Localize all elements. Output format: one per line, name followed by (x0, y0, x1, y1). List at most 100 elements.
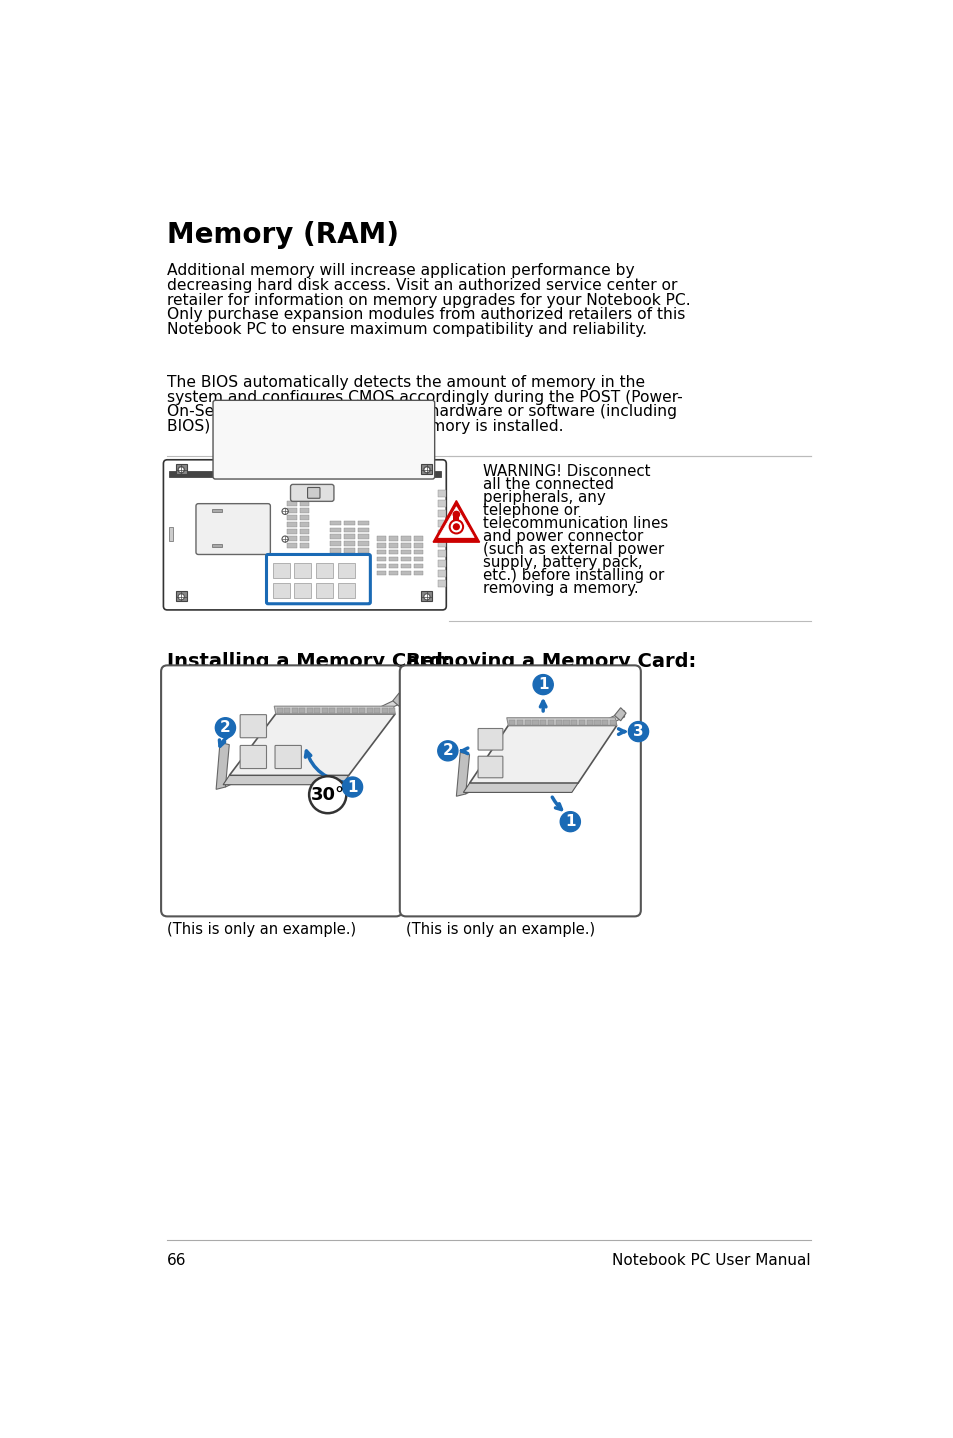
Bar (578, 720, 584, 725)
FancyBboxPatch shape (307, 487, 319, 499)
Circle shape (628, 722, 648, 742)
Bar (299, 529, 309, 533)
Bar (539, 720, 546, 725)
Bar (389, 557, 397, 561)
Bar (299, 502, 309, 506)
Polygon shape (393, 693, 404, 706)
FancyBboxPatch shape (163, 460, 446, 610)
Text: system and configures CMOS accordingly during the POST (Power-: system and configures CMOS accordingly d… (167, 390, 682, 404)
Bar (437, 569, 445, 577)
Text: Memory (RAM): Memory (RAM) (167, 221, 399, 249)
Circle shape (437, 741, 457, 761)
FancyBboxPatch shape (477, 729, 502, 751)
Bar (273, 562, 290, 578)
Bar (330, 541, 340, 546)
Bar (376, 564, 385, 568)
Bar (401, 549, 410, 555)
Bar (357, 548, 369, 554)
Polygon shape (223, 775, 348, 785)
Bar (437, 529, 445, 536)
Polygon shape (463, 784, 578, 792)
Bar (287, 522, 296, 526)
Bar (437, 559, 445, 567)
Text: 2: 2 (442, 743, 453, 758)
Bar (337, 562, 355, 578)
Circle shape (309, 777, 346, 814)
Bar (292, 709, 297, 713)
Bar (344, 521, 355, 525)
Circle shape (448, 519, 464, 535)
Bar (287, 544, 296, 548)
Bar (389, 571, 397, 575)
Bar (374, 709, 379, 713)
Bar (358, 709, 365, 713)
Circle shape (178, 594, 184, 600)
Bar (381, 709, 387, 713)
Text: 66: 66 (167, 1252, 187, 1268)
Text: 3: 3 (633, 725, 643, 739)
Circle shape (342, 777, 362, 797)
FancyBboxPatch shape (213, 400, 435, 479)
Bar (376, 571, 385, 575)
Bar (437, 539, 445, 546)
Bar (401, 536, 410, 541)
Polygon shape (465, 710, 624, 794)
Bar (357, 535, 369, 539)
Text: (This is only an example.): (This is only an example.) (167, 922, 356, 936)
Text: (such as external power: (such as external power (483, 542, 664, 557)
Bar (594, 720, 599, 725)
Text: supply, battery pack,: supply, battery pack, (483, 555, 642, 571)
Bar (376, 557, 385, 561)
Polygon shape (216, 742, 229, 789)
Text: Installing a Memory Card:: Installing a Memory Card: (167, 653, 451, 672)
Bar (299, 508, 309, 513)
Circle shape (215, 718, 235, 738)
Bar (414, 557, 422, 561)
Bar (287, 502, 296, 506)
Bar (437, 510, 445, 516)
Polygon shape (438, 506, 474, 538)
Bar (330, 528, 340, 532)
Bar (273, 582, 290, 598)
Bar (532, 720, 537, 725)
Polygon shape (453, 515, 459, 526)
Text: telecommunication lines: telecommunication lines (483, 516, 668, 531)
FancyBboxPatch shape (240, 745, 266, 768)
Polygon shape (274, 706, 395, 713)
Text: (This is only an example.): (This is only an example.) (406, 922, 595, 936)
Text: BIOS) setup required after the memory is installed.: BIOS) setup required after the memory is… (167, 418, 563, 434)
FancyBboxPatch shape (399, 666, 640, 916)
Bar (547, 720, 554, 725)
Bar (586, 720, 592, 725)
Bar (329, 709, 335, 713)
Bar (287, 529, 296, 533)
Bar (315, 582, 333, 598)
Text: Notebook PC to ensure maximum compatibility and reliability.: Notebook PC to ensure maximum compatibil… (167, 322, 647, 336)
Bar (414, 544, 422, 548)
Bar (321, 709, 327, 713)
Bar (357, 528, 369, 532)
Bar (524, 720, 530, 725)
Text: Additional memory will increase application performance by: Additional memory will increase applicat… (167, 263, 635, 279)
Bar (330, 548, 340, 554)
Bar (344, 535, 355, 539)
Bar (414, 564, 422, 568)
Circle shape (282, 536, 288, 542)
Bar (389, 549, 397, 555)
Circle shape (423, 594, 430, 600)
Bar (376, 536, 385, 541)
Bar (609, 720, 616, 725)
Text: The BIOS automatically detects the amount of memory in the: The BIOS automatically detects the amoun… (167, 375, 645, 390)
FancyBboxPatch shape (266, 555, 370, 604)
Bar (330, 535, 340, 539)
Bar (299, 515, 309, 519)
Bar (344, 548, 355, 554)
Bar (294, 562, 311, 578)
Bar (337, 582, 355, 598)
Bar (414, 549, 422, 555)
Text: Removing a Memory Card:: Removing a Memory Card: (406, 653, 696, 672)
Circle shape (423, 467, 430, 473)
Bar (314, 709, 320, 713)
Bar (437, 549, 445, 557)
Text: removing a memory.: removing a memory. (483, 581, 639, 597)
